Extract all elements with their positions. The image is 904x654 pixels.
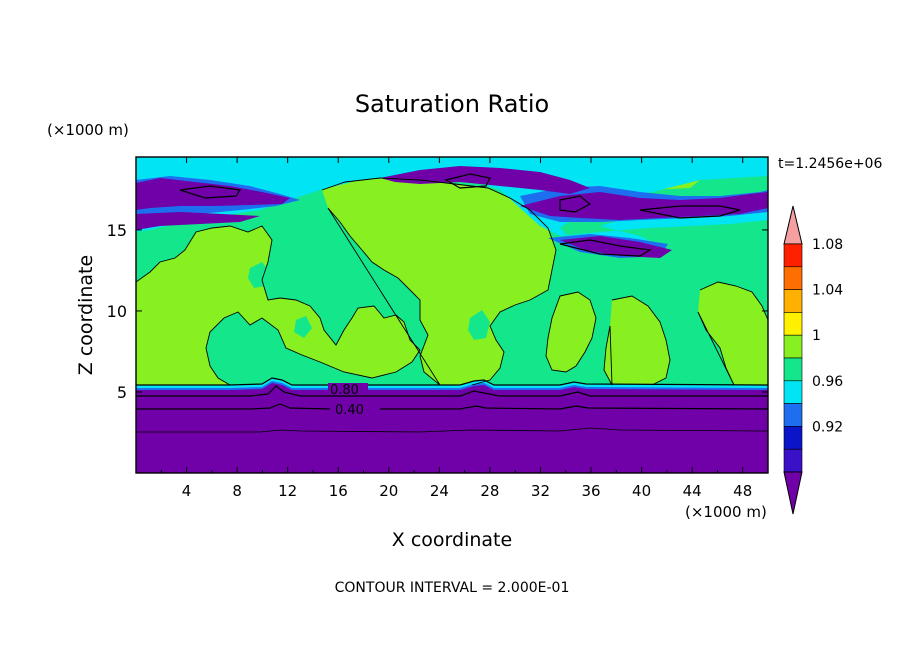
contour-field: 0.80 0.40 [136, 157, 768, 473]
x-tick-label: 44 [683, 482, 702, 500]
colorbar-swatch [783, 243, 803, 268]
y-tick-label: 5 [117, 383, 127, 402]
colorbar-label: 0.92 [812, 419, 843, 435]
high-dry-streaks [136, 166, 768, 258]
x-tick-label: 20 [379, 482, 398, 500]
x-tick-label: 36 [581, 482, 600, 500]
x-tick-label: 32 [531, 482, 550, 500]
contour-label-group: 0.80 0.40 [328, 383, 376, 418]
colorbar-min-triangle [783, 471, 803, 515]
contour-interval-note: CONTOUR INTERVAL = 2.000E-01 [335, 580, 570, 596]
y-tick-label: 15 [107, 221, 127, 240]
colorbar: 0.92 0.96 1 1.04 1.08 [783, 205, 843, 515]
contour-lines [136, 173, 768, 433]
x-tick-label: 40 [632, 482, 651, 500]
colorbar-swatch [783, 334, 803, 359]
colorbar-swatch [783, 266, 803, 290]
colorbar-swatch [783, 448, 803, 473]
colorbar-swatch [783, 312, 803, 336]
x-tick-label: 8 [232, 482, 242, 500]
contour-label-040: 0.40 [335, 403, 364, 418]
x-tick-label: 48 [733, 482, 752, 500]
colorbar-swatch [783, 426, 803, 450]
x-tick-label: 24 [430, 482, 449, 500]
x-tick-label: 16 [329, 482, 348, 500]
colorbar-swatch [783, 357, 803, 382]
colorbar-swatch [783, 403, 803, 427]
x-tick-label: 12 [278, 482, 297, 500]
y-tick-label: 10 [107, 302, 127, 321]
y-axis-label: Z coordinate [75, 255, 97, 375]
low-dry-layer [136, 383, 768, 473]
colorbar-label: 0.96 [812, 374, 843, 390]
colorbar-swatch [783, 289, 803, 313]
colorbar-label: 1.04 [812, 283, 843, 299]
colorbar-max-triangle [783, 205, 803, 245]
time-label: t=1.2456e+06 [778, 156, 882, 172]
colorbar-label: 1.08 [812, 237, 843, 253]
y-axis: 5 10 15 [107, 221, 768, 402]
contour-label-080: 0.80 [330, 383, 359, 398]
subsaturated-patches [248, 262, 698, 350]
colorbar-label: 1 [812, 328, 821, 344]
plot-frame [135, 156, 769, 474]
y-unit-label: (×1000 m) [47, 121, 129, 139]
x-tick-label: 28 [480, 482, 499, 500]
x-axis-label: X coordinate [392, 529, 512, 551]
x-unit-label: (×1000 m) [685, 503, 767, 521]
x-tick-label: 4 [182, 482, 192, 500]
chart-title: Saturation Ratio [355, 90, 549, 118]
colorbar-swatch [783, 380, 803, 404]
x-axis: 4 8 12 16 20 24 28 32 36 40 44 48 [160, 157, 752, 500]
